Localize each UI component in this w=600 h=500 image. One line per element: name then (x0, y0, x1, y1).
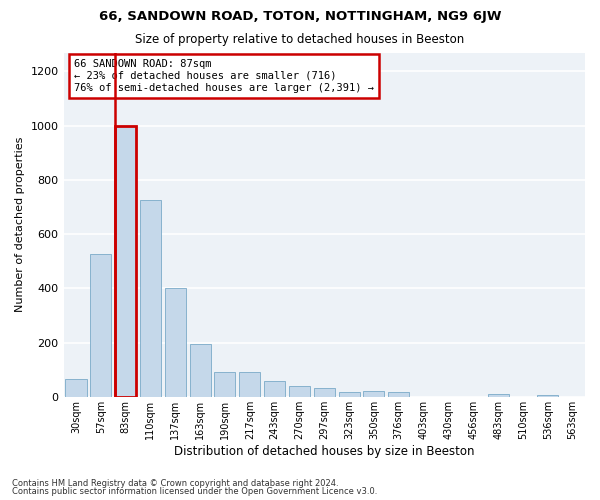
X-axis label: Distribution of detached houses by size in Beeston: Distribution of detached houses by size … (174, 444, 475, 458)
Text: Size of property relative to detached houses in Beeston: Size of property relative to detached ho… (136, 32, 464, 46)
Bar (537, 394, 559, 397)
Text: Contains public sector information licensed under the Open Government Licence v3: Contains public sector information licen… (12, 487, 377, 496)
Text: 66, SANDOWN ROAD, TOTON, NOTTINGHAM, NG9 6JW: 66, SANDOWN ROAD, TOTON, NOTTINGHAM, NG9… (99, 10, 501, 23)
Bar (115, 126, 136, 397)
Bar (140, 200, 161, 397)
Bar (364, 392, 385, 397)
Bar (214, 372, 235, 397)
Bar (314, 388, 335, 397)
Text: Contains HM Land Registry data © Crown copyright and database right 2024.: Contains HM Land Registry data © Crown c… (12, 478, 338, 488)
Bar (190, 344, 211, 397)
Bar (90, 254, 112, 397)
Bar (488, 394, 509, 397)
Bar (165, 288, 186, 397)
Bar (289, 386, 310, 397)
Bar (239, 372, 260, 397)
Text: 66 SANDOWN ROAD: 87sqm
← 23% of detached houses are smaller (716)
76% of semi-de: 66 SANDOWN ROAD: 87sqm ← 23% of detached… (74, 60, 374, 92)
Bar (338, 392, 359, 397)
Bar (264, 380, 285, 397)
Bar (65, 379, 86, 397)
Bar (388, 392, 409, 397)
Y-axis label: Number of detached properties: Number of detached properties (15, 137, 25, 312)
